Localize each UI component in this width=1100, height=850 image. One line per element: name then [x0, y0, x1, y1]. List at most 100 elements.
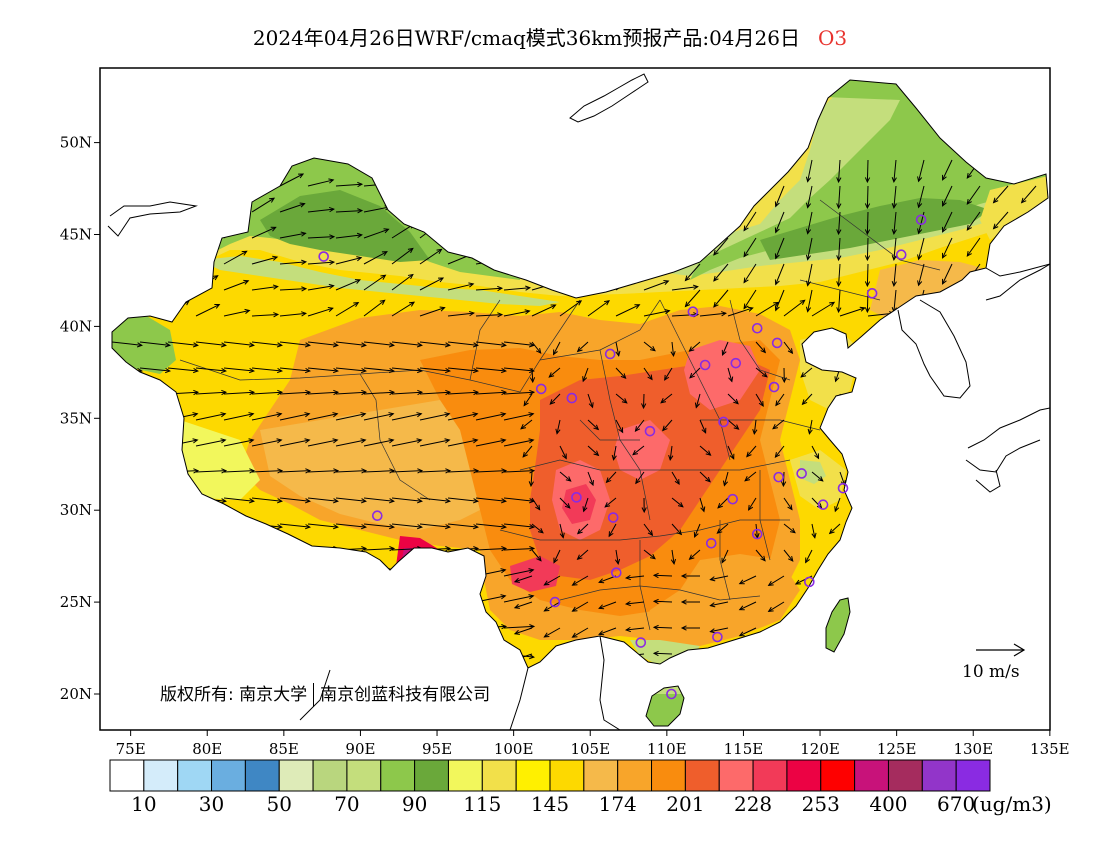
wind-legend-label: 10 m/s [962, 662, 1020, 682]
wind-arrow [503, 568, 535, 577]
wind-arrow [864, 211, 871, 236]
wind-arrow [391, 438, 423, 447]
wind-arrow [571, 627, 589, 638]
wind-arrow [419, 497, 451, 504]
wind-arrow [279, 389, 312, 396]
wind-arrow [699, 445, 712, 456]
wind-arrow [767, 601, 785, 613]
colorbar-swatch [617, 759, 653, 792]
wind-arrow [743, 237, 757, 258]
wind-arrow [992, 211, 1009, 230]
wind-arrow [917, 237, 925, 261]
wind-arrow [543, 627, 561, 638]
wind-arrow [755, 341, 767, 354]
colorbar-swatch [481, 759, 517, 792]
wind-arrow [652, 650, 673, 657]
wind-arrow [503, 594, 535, 603]
colorbar-tick-label: 145 [531, 792, 569, 816]
wind-arrow [772, 419, 785, 430]
colorbar-swatch [718, 759, 754, 792]
wind-arrow [475, 497, 507, 504]
wind-arrow [721, 341, 729, 356]
wind-arrow [195, 468, 228, 474]
wind-arrow [279, 286, 308, 292]
wind-arrow [587, 393, 594, 409]
wind-arrow [738, 627, 757, 637]
wind-arrow [251, 367, 283, 374]
wind-arrow [942, 211, 953, 233]
wind-arrow [684, 289, 701, 308]
wind-arrow [195, 341, 227, 348]
lon-label: 90E [345, 740, 375, 758]
wind-arrow [641, 497, 647, 514]
station-marker [604, 348, 616, 360]
wind-arrow [391, 468, 424, 474]
copyright-divider [313, 683, 315, 707]
wind-arrow [774, 445, 785, 458]
colorbar-swatch [786, 759, 822, 792]
colorbar-swatch [820, 759, 856, 792]
wind-arrow [335, 279, 361, 291]
wind-arrow [727, 445, 735, 460]
wind-arrow [864, 263, 871, 288]
wind-arrow [251, 226, 277, 239]
wind-arrow [774, 185, 785, 208]
wind-arrow [503, 389, 536, 396]
wind-arrow [836, 185, 842, 210]
wind-arrow [279, 311, 308, 317]
wind-arrow [811, 445, 820, 460]
wind-arrow [307, 283, 335, 291]
wind-arrow [891, 185, 897, 210]
colorbar-swatch [887, 759, 923, 792]
wind-arrow [279, 438, 311, 447]
copyright-notice: 版权所有: 南京大学 南京创蓝科技有限公司 [160, 680, 490, 707]
lon-label: 75E [116, 740, 146, 758]
wind-arrow [671, 523, 683, 536]
wind-arrow [279, 367, 311, 374]
wind-arrow [604, 497, 617, 508]
wind-arrow [783, 549, 794, 562]
lon-label: 130E [953, 740, 993, 758]
wind-arrow [307, 341, 339, 348]
wind-arrow [447, 341, 479, 348]
wind-arrow [660, 393, 673, 404]
wind-arrow [223, 438, 255, 447]
wind-arrow [891, 263, 897, 288]
wind-arrow [391, 341, 423, 348]
wind-arrow [363, 341, 395, 348]
wind-arrow [680, 625, 701, 631]
wind-arrow [652, 624, 673, 631]
wind-arrow [279, 202, 306, 213]
wind-arrow [335, 497, 367, 504]
wind-arrow [942, 185, 953, 207]
station-marker [566, 392, 578, 404]
lon-label: 105E [570, 740, 610, 758]
wind-arrow [576, 549, 589, 561]
colorbar-unit: (ug/m3) [972, 792, 1052, 816]
station-marker [371, 510, 383, 522]
wind-arrow [783, 523, 796, 534]
colorbar-swatch [346, 759, 382, 792]
wind-arrow [781, 367, 787, 384]
colorbar-tick-label: 10 [131, 792, 156, 816]
wind-arrow [727, 306, 754, 317]
wind-arrow [709, 601, 729, 608]
wind-arrow [864, 185, 871, 210]
station-marker [804, 576, 815, 588]
wind-arrow [447, 468, 480, 474]
wind-arrow [447, 389, 480, 396]
wind-arrow [752, 419, 758, 436]
wind-arrow [223, 341, 255, 348]
wind-arrow [624, 626, 645, 633]
lat-label: 35N [60, 409, 92, 427]
wind-arrow [559, 471, 572, 482]
wind-arrow [671, 471, 680, 486]
colorbar-swatch [854, 759, 889, 792]
wind-arrow [942, 263, 953, 285]
wind-arrow [363, 412, 395, 421]
wind-arrow [391, 389, 424, 396]
station-marker [610, 567, 622, 578]
latitude-labels: 50N 45N 40N 35N 30N 25N 20N [60, 134, 100, 703]
wind-arrow [680, 599, 701, 605]
